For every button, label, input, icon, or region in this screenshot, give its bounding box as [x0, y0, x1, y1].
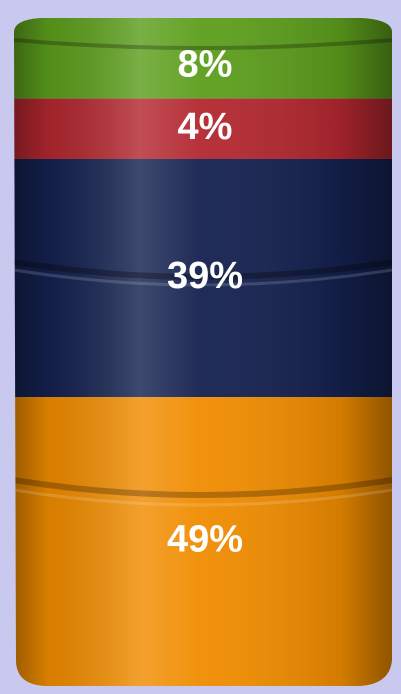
rib — [14, 259, 392, 280]
rim — [14, 38, 392, 50]
labels: 8% 4% 39% 49% — [167, 43, 243, 560]
value-label: 49% — [167, 519, 243, 561]
rib-highlight — [14, 488, 392, 507]
value-label: 39% — [167, 255, 243, 297]
value-label: 4% — [178, 106, 233, 148]
rib-highlight — [14, 268, 392, 287]
rib — [14, 477, 392, 498]
value-label: 8% — [178, 43, 233, 85]
